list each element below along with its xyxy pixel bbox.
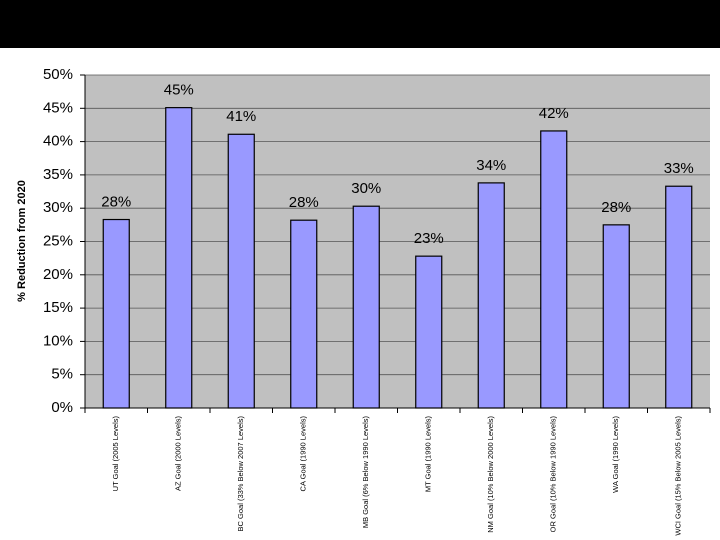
- value-label: 42%: [539, 105, 569, 122]
- value-label: 23%: [414, 230, 444, 247]
- value-label: 30%: [351, 180, 381, 197]
- x-tick-label: MB Goal (6% Below 1990 Levels): [361, 416, 370, 529]
- y-tick-label: 35%: [43, 166, 73, 183]
- y-tick-label: 45%: [43, 99, 73, 116]
- y-tick-label: 25%: [43, 232, 73, 249]
- bar: [165, 107, 193, 409]
- bar: [540, 130, 568, 409]
- header-band: [0, 0, 720, 48]
- y-tick-label: 5%: [51, 366, 73, 383]
- bar: [415, 255, 443, 409]
- y-tick-label: 10%: [43, 332, 73, 349]
- value-label: 28%: [601, 199, 631, 216]
- y-tick-label: 30%: [43, 199, 73, 216]
- x-tick-label: OR Goal (10% Below 1990 Levels): [549, 416, 558, 533]
- value-label: 45%: [164, 82, 194, 99]
- x-tick-label: WA Goal (1990 Levels): [611, 415, 620, 492]
- value-label: 28%: [289, 194, 319, 211]
- y-tick-label: 20%: [43, 266, 73, 283]
- bar: [352, 205, 380, 409]
- bar: [665, 185, 693, 409]
- x-tick-label: WCI Goal (15% Below 2005 Levels): [674, 416, 683, 536]
- bar: [102, 218, 130, 409]
- value-label: 34%: [476, 157, 506, 174]
- bar: [602, 224, 630, 409]
- value-label: 28%: [101, 193, 131, 210]
- value-label: 33%: [664, 160, 694, 177]
- y-tick-label: 0%: [51, 399, 73, 416]
- bar: [290, 219, 318, 409]
- value-label: 41%: [226, 108, 256, 125]
- x-tick-label: AZ Goal (2000 Levels): [174, 416, 183, 492]
- x-tick-label: CA Goal (1990 Levels): [299, 416, 308, 492]
- bar: [477, 182, 505, 409]
- y-tick-label: 40%: [43, 133, 73, 150]
- y-tick-label: 15%: [43, 299, 73, 316]
- y-axis-label: % Reduction from 2020: [16, 180, 28, 302]
- x-tick-label: UT Goal (2005 Levels): [111, 416, 120, 492]
- x-tick-label: MT Goal (1990 Levels): [424, 416, 433, 493]
- x-tick-label: NM Goal (10% Below 2000 Levels): [486, 416, 495, 533]
- x-tick-label: BC Goal (33% Below 2007 Levels): [236, 416, 245, 532]
- bar: [227, 133, 255, 409]
- y-tick-label: 50%: [43, 66, 73, 83]
